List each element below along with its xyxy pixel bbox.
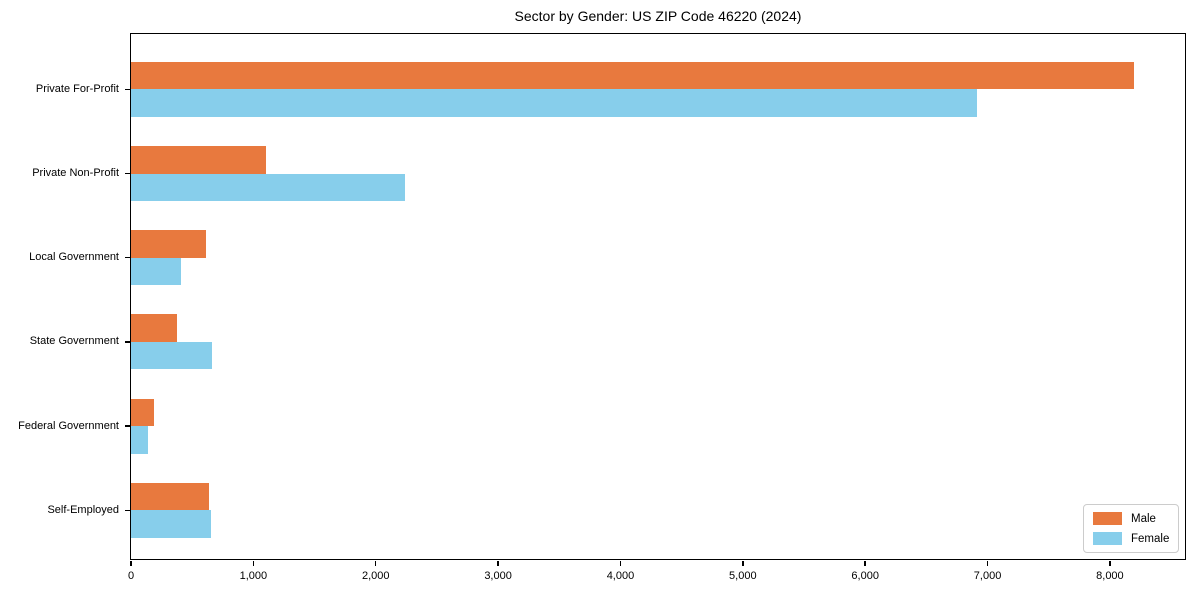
x-tick-label: 1,000 xyxy=(239,570,268,582)
x-tick-mark xyxy=(375,561,377,566)
legend-label-male: Male xyxy=(1131,512,1156,525)
y-tick-mark xyxy=(125,257,130,259)
y-tick-label: Local Government xyxy=(29,251,119,264)
legend-swatch-male xyxy=(1093,512,1122,525)
y-tick-mark xyxy=(125,88,130,90)
y-tick-mark xyxy=(125,425,130,427)
bar-male xyxy=(131,146,266,174)
x-tick-label: 8,000 xyxy=(1096,570,1124,582)
bar-female xyxy=(131,426,148,454)
y-tick-label: State Government xyxy=(29,335,119,348)
x-tick-label: 4,000 xyxy=(606,570,635,582)
y-tick-mark xyxy=(125,172,130,175)
y-tick-label: Private Non-Profit xyxy=(32,167,119,179)
y-tick-label: Federal Government xyxy=(18,419,119,432)
chart-title: Sector by Gender: US ZIP Code 46220 (202… xyxy=(514,8,802,24)
bar-male xyxy=(131,314,178,342)
bar-female xyxy=(131,89,977,117)
x-tick-label: 2,000 xyxy=(361,570,390,582)
bar-male xyxy=(131,230,206,258)
y-tick-mark xyxy=(125,341,130,343)
x-tick-mark xyxy=(619,561,622,566)
x-tick-label: 0 xyxy=(127,570,135,582)
bar-female xyxy=(131,257,182,286)
x-tick-mark xyxy=(986,561,989,566)
legend: Male Female xyxy=(1083,504,1179,553)
legend-item-male: Male xyxy=(1093,512,1169,525)
legend-swatch-female xyxy=(1093,532,1122,545)
x-tick-mark xyxy=(252,561,255,566)
legend-item-female: Female xyxy=(1093,532,1169,545)
bar-male xyxy=(131,482,210,511)
y-tick-label: Self-Employed xyxy=(47,503,119,516)
x-tick-label: 7,000 xyxy=(973,570,1002,582)
x-tick-label: 6,000 xyxy=(851,570,879,582)
plot-area: Private For-Profit Private Non-Profit Loca… xyxy=(18,33,1186,582)
legend-label-female: Female xyxy=(1131,532,1170,545)
bar-female xyxy=(131,173,406,201)
bar-male xyxy=(131,398,154,427)
x-tick-mark xyxy=(742,561,744,566)
x-tick-mark xyxy=(1109,561,1111,566)
x-tick-mark xyxy=(497,561,499,566)
x-tick-label: 5,000 xyxy=(729,570,757,582)
x-tick-mark xyxy=(864,561,866,566)
x-tick-label: 3,000 xyxy=(484,570,512,582)
x-tick-mark xyxy=(130,561,132,566)
y-tick-label: Private For-Profit xyxy=(35,82,119,95)
bar-female xyxy=(131,341,212,370)
bar-male xyxy=(131,61,1135,90)
bar-female xyxy=(131,510,211,538)
y-tick-mark xyxy=(125,509,130,511)
